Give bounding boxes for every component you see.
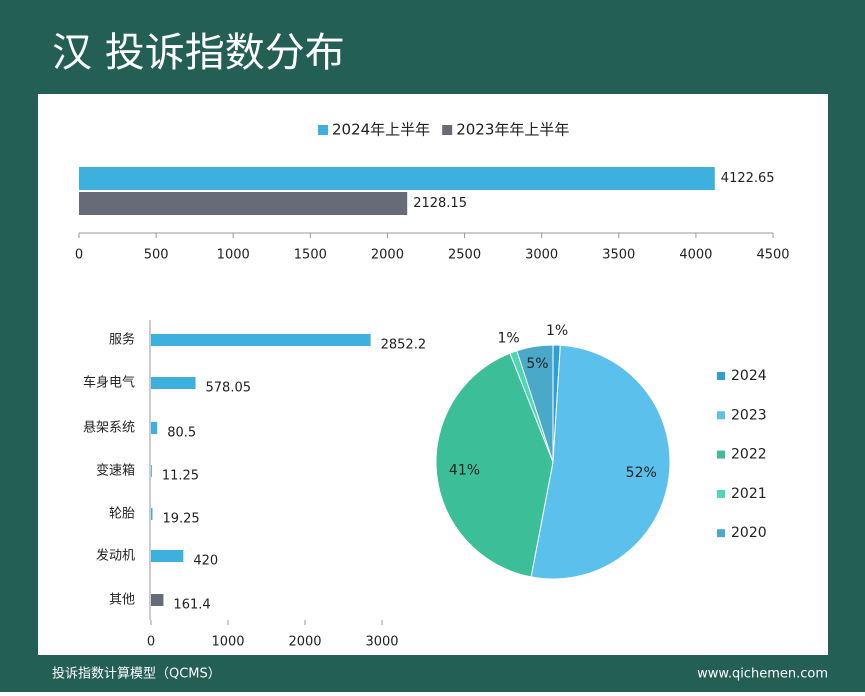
legend-swatch [717, 489, 725, 498]
y-tick-label: 服务 [109, 332, 135, 348]
bar [79, 192, 408, 215]
bar [151, 550, 184, 562]
x-tick-label: 3000 [525, 248, 558, 263]
bar [151, 377, 196, 389]
y-tick-label: 其他 [109, 593, 135, 608]
footer-right: www.qichemen.com [697, 667, 828, 682]
page-title: 汉 投诉指数分布 [52, 30, 345, 76]
x-tick-label: 1000 [211, 635, 244, 650]
y-tick-label: 发动机 [96, 548, 135, 564]
value-label: 578.05 [206, 381, 252, 396]
bar [151, 422, 158, 434]
value-label: 2852.2 [381, 338, 427, 353]
x-tick-label: 1000 [217, 248, 250, 263]
bar [151, 465, 152, 477]
x-tick-label: 4000 [679, 248, 712, 263]
legend-label: 2023年年上半年 [456, 121, 569, 139]
bar [151, 508, 153, 520]
value-label: 19.25 [162, 512, 199, 527]
footer-left: 投诉指数计算模型（QCMS） [52, 666, 221, 682]
x-tick-label: 0 [75, 248, 83, 263]
value-label: 11.25 [162, 469, 199, 484]
legend-label: 2021 [731, 486, 767, 502]
value-label: 161.4 [173, 598, 210, 613]
y-tick-label: 变速箱 [96, 463, 135, 479]
x-tick-label: 2500 [448, 248, 481, 263]
slice-label: 1% [546, 323, 568, 339]
legend-swatch [717, 372, 725, 380]
bar [151, 334, 371, 346]
legend-label: 2023 [731, 407, 767, 423]
value-label: 80.5 [167, 426, 196, 441]
legend-label: 2020 [731, 525, 767, 541]
value-label: 2128.15 [413, 196, 467, 211]
x-tick-label: 2000 [371, 248, 404, 263]
slice-label: 5% [526, 356, 548, 372]
bar [151, 594, 164, 606]
bar [79, 167, 715, 190]
x-tick-label: 0 [147, 635, 155, 650]
value-label: 4122.65 [721, 171, 775, 186]
legend-swatch [442, 125, 453, 135]
legend-label: 2022 [731, 447, 767, 463]
legend-label: 2024年上半年 [332, 121, 430, 139]
legend-label: 2024 [731, 368, 767, 384]
slice-label: 41% [449, 462, 480, 478]
pie-slice [435, 352, 554, 578]
x-tick-label: 1500 [294, 248, 327, 263]
legend-swatch [717, 529, 725, 538]
value-label: 420 [193, 554, 218, 569]
x-tick-label: 3000 [365, 635, 398, 650]
x-tick-label: 4500 [756, 248, 789, 263]
x-tick-label: 3500 [602, 248, 635, 263]
legend-swatch [717, 450, 725, 459]
slice-label: 1% [498, 331, 520, 347]
x-tick-label: 2000 [288, 635, 321, 650]
y-tick-label: 悬架系统 [83, 421, 135, 436]
x-tick-label: 500 [144, 248, 169, 263]
y-tick-label: 轮胎 [109, 507, 135, 522]
pie-slice [516, 344, 554, 463]
legend-swatch [318, 125, 328, 135]
legend-swatch [717, 411, 725, 420]
pie-slice [530, 344, 671, 580]
y-tick-label: 车身电气 [83, 375, 135, 391]
slice-label: 52% [626, 465, 657, 481]
